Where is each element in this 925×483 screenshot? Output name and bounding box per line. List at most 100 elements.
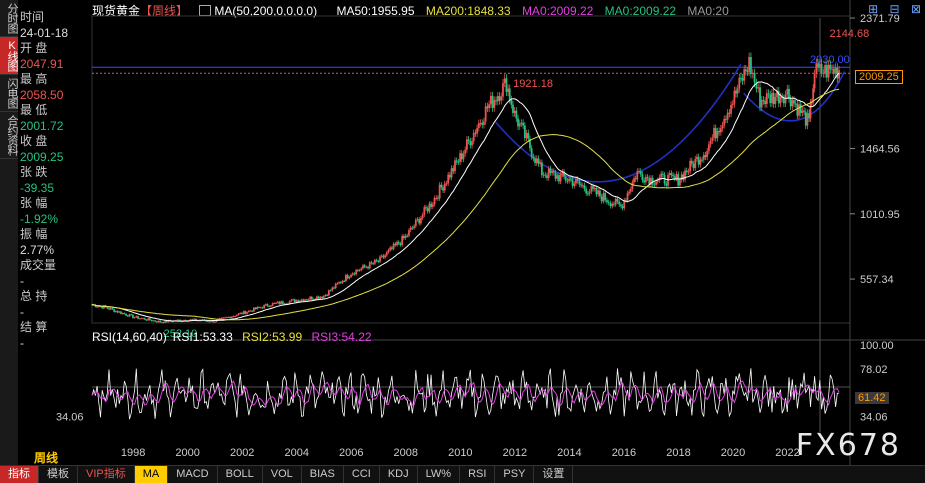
candle-body — [631, 182, 634, 190]
bottom-tab-12[interactable]: PSY — [495, 466, 535, 483]
candle-body — [815, 63, 818, 74]
candle-body — [302, 299, 305, 302]
candle-body — [675, 174, 678, 179]
candle-body — [836, 67, 839, 79]
candle-body — [701, 159, 703, 161]
candle-body — [469, 141, 472, 146]
candle-body — [709, 140, 712, 145]
candle-body — [418, 219, 421, 224]
bottom-tab-6[interactable]: VOL — [263, 466, 302, 483]
candle-body — [644, 176, 647, 183]
candle-body — [455, 160, 458, 162]
bottom-tab-11[interactable]: RSI — [460, 466, 496, 483]
candle-body — [244, 311, 247, 314]
left-tab-1[interactable]: K线图 — [0, 37, 18, 75]
x-axis-label-8: 2014 — [557, 447, 581, 459]
candle-body — [91, 304, 93, 306]
rsi-left-value: 34.06 — [56, 412, 84, 424]
bottom-tab-2[interactable]: VIP指标 — [78, 466, 135, 483]
candle-body — [483, 121, 485, 125]
x-axis-label-11: 2020 — [721, 447, 745, 459]
bottom-tab-13[interactable]: 设置 — [534, 466, 574, 483]
candle-body — [493, 100, 496, 108]
period-tag[interactable]: 【周线】 — [140, 4, 189, 18]
candle-body — [495, 100, 497, 102]
minus-square-icon[interactable]: ⊟ — [889, 2, 900, 16]
candle-body — [765, 93, 768, 104]
candle-body — [348, 276, 351, 279]
candle-body — [599, 190, 601, 197]
bottom-tab-0[interactable]: 指标 — [0, 466, 39, 483]
candle-body — [831, 68, 833, 70]
candle-body — [580, 184, 582, 186]
candle-body — [810, 102, 813, 104]
period-label[interactable]: 周线 — [34, 451, 59, 465]
candle-body — [281, 301, 284, 304]
candle-body — [128, 314, 131, 317]
candle-body — [527, 133, 530, 139]
title-bar: 现货黄金【周线】 MA(50,200,0,0,0,0) MA50:1955.95… — [92, 2, 737, 18]
bottom-tab-8[interactable]: CCI — [344, 466, 380, 483]
bottom-tab-5[interactable]: BOLL — [218, 466, 263, 483]
candle-body — [147, 318, 150, 321]
candle-body — [411, 227, 414, 229]
candle-body — [692, 163, 695, 169]
left-tab-3[interactable]: 合约资料 — [0, 112, 18, 159]
candle-body — [759, 87, 761, 108]
change-label: 张 跌 — [20, 165, 48, 179]
candle-body — [602, 193, 605, 202]
candle-body — [503, 78, 506, 84]
candle-body — [437, 197, 439, 199]
candle-body — [530, 148, 533, 157]
close-square-icon[interactable]: ⊠ — [910, 2, 921, 16]
candle-body — [794, 103, 797, 105]
candle-body — [346, 275, 349, 279]
candle-body — [547, 168, 550, 179]
candle-body — [101, 306, 104, 309]
ma0b-value: MA0:2009.22 — [604, 4, 677, 18]
left-tab-0[interactable]: 分时图 — [0, 0, 18, 37]
candle-body — [447, 174, 450, 184]
candle-body — [316, 296, 318, 300]
candle-body — [650, 177, 652, 185]
candle-body — [295, 300, 298, 302]
candle-body — [636, 171, 639, 180]
candle-body — [448, 174, 451, 178]
candle-body — [206, 320, 209, 322]
plus-square-icon[interactable]: ⊞ — [868, 2, 879, 16]
candle-body — [620, 204, 622, 207]
candle-body — [256, 307, 259, 310]
candle-body — [687, 171, 690, 173]
x-axis-label-0: 1998 — [121, 447, 145, 459]
bottom-tab-9[interactable]: KDJ — [380, 466, 418, 483]
candle-body — [588, 191, 591, 194]
candle-body — [401, 236, 404, 246]
bottom-tab-10[interactable]: LW% — [418, 466, 461, 483]
candle-body — [782, 98, 785, 104]
candle-body — [440, 184, 443, 188]
candle-body — [796, 103, 799, 116]
candle-body — [179, 319, 182, 322]
candle-body — [777, 91, 780, 104]
annotation-low-1999: 252.10 — [164, 328, 198, 340]
candle-body — [542, 174, 545, 176]
candle-body — [280, 301, 283, 305]
candle-body — [472, 132, 475, 142]
candle-body — [121, 313, 124, 315]
bottom-tab-3[interactable]: MA — [134, 466, 169, 483]
chart-area[interactable]: 2371.791464.561010.95557.342030.001921.1… — [0, 0, 925, 465]
bottom-tab-7[interactable]: BIAS — [302, 466, 344, 483]
candle-body — [786, 88, 789, 95]
candle-body — [387, 250, 390, 253]
candle-body — [379, 256, 381, 262]
bottom-tab-1[interactable]: 模板 — [39, 466, 78, 483]
candle-body — [757, 87, 760, 89]
candle-body — [283, 303, 286, 305]
bottom-tab-4[interactable]: MACD — [168, 466, 218, 483]
candle-body — [772, 92, 775, 104]
instrument-name: 现货黄金 — [92, 4, 141, 18]
close-label: 收 盘 — [20, 134, 48, 148]
candle-body — [368, 262, 371, 269]
left-tab-2[interactable]: 闪电图 — [0, 75, 18, 112]
candle-body — [123, 313, 126, 315]
